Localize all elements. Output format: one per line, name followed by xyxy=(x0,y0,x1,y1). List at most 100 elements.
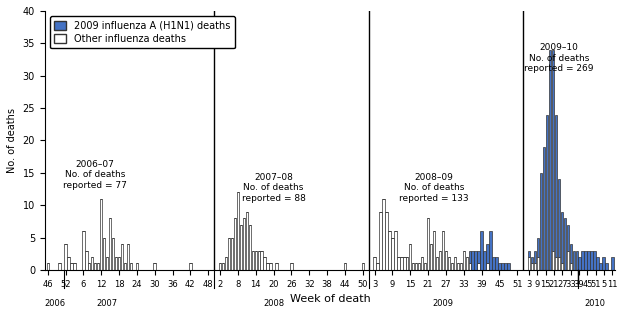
Bar xyxy=(85,250,88,270)
Bar xyxy=(228,238,230,270)
Bar xyxy=(528,257,531,270)
Bar xyxy=(448,257,450,270)
Bar xyxy=(534,250,536,264)
Bar xyxy=(442,231,444,270)
Bar xyxy=(266,264,269,270)
Bar xyxy=(379,212,382,270)
Bar xyxy=(112,238,114,270)
Bar xyxy=(569,264,572,270)
Bar xyxy=(68,257,69,270)
Text: 2007: 2007 xyxy=(97,299,118,308)
Bar xyxy=(261,250,263,270)
Bar xyxy=(246,212,248,270)
Bar xyxy=(588,250,590,270)
Bar xyxy=(445,250,447,270)
Bar xyxy=(436,257,438,270)
Bar xyxy=(534,264,536,270)
Bar xyxy=(121,244,123,270)
Bar xyxy=(430,244,432,270)
Bar xyxy=(406,257,409,270)
Bar xyxy=(344,264,346,270)
Bar xyxy=(237,192,239,270)
Bar xyxy=(376,264,379,270)
Bar xyxy=(561,264,563,270)
Text: 2010: 2010 xyxy=(584,299,605,308)
Bar xyxy=(94,264,96,270)
Bar xyxy=(373,257,376,270)
Bar xyxy=(258,250,260,270)
Text: 2007–08
No. of deaths
reported = 88: 2007–08 No. of deaths reported = 88 xyxy=(242,173,306,203)
Bar xyxy=(564,218,566,270)
Bar xyxy=(97,264,99,270)
Bar xyxy=(579,257,581,270)
Bar xyxy=(531,257,533,264)
Bar xyxy=(498,264,501,270)
Bar xyxy=(531,264,533,270)
Bar xyxy=(605,264,608,270)
Bar xyxy=(549,50,551,270)
Text: 2006–07
No. of deaths
reported = 77: 2006–07 No. of deaths reported = 77 xyxy=(63,160,127,190)
Bar xyxy=(454,257,456,270)
Bar xyxy=(70,264,72,270)
Bar xyxy=(558,257,560,270)
Bar xyxy=(82,231,84,270)
Bar xyxy=(576,250,578,270)
Bar xyxy=(528,250,531,257)
Bar xyxy=(599,264,602,270)
Bar xyxy=(252,250,254,270)
Bar xyxy=(439,250,441,270)
Bar xyxy=(552,50,554,250)
Bar xyxy=(64,244,67,270)
Bar xyxy=(400,257,402,270)
Bar xyxy=(611,257,614,270)
Bar xyxy=(581,250,584,270)
Bar xyxy=(469,250,471,264)
Bar xyxy=(555,257,557,270)
X-axis label: Week of death: Week of death xyxy=(289,294,371,304)
Bar xyxy=(100,199,102,270)
Bar xyxy=(231,238,233,270)
Bar xyxy=(552,250,554,270)
Bar xyxy=(424,264,426,270)
Bar xyxy=(388,231,391,270)
Bar xyxy=(127,244,129,270)
Bar xyxy=(507,264,509,270)
Bar xyxy=(478,264,480,270)
Bar xyxy=(115,257,118,270)
Bar xyxy=(466,257,468,270)
Y-axis label: No. of deaths: No. of deaths xyxy=(7,108,17,173)
Bar xyxy=(451,264,453,270)
Bar xyxy=(427,218,429,270)
Bar xyxy=(421,257,423,270)
Bar xyxy=(189,264,191,270)
Bar xyxy=(546,115,548,270)
Bar xyxy=(471,250,474,270)
Bar xyxy=(486,244,489,264)
Bar xyxy=(481,231,482,270)
Bar xyxy=(555,115,557,257)
Bar xyxy=(264,257,266,270)
Bar xyxy=(46,264,49,270)
Bar xyxy=(567,225,569,250)
Bar xyxy=(474,250,477,270)
Bar xyxy=(492,257,494,270)
Bar xyxy=(242,218,245,270)
Bar xyxy=(495,257,498,270)
Bar xyxy=(462,250,465,270)
Bar xyxy=(593,250,596,270)
Bar xyxy=(290,264,292,270)
Bar xyxy=(584,250,587,270)
Bar xyxy=(501,264,504,270)
Text: 2009–10
No. of deaths
reported = 269: 2009–10 No. of deaths reported = 269 xyxy=(524,43,594,73)
Bar xyxy=(124,264,126,270)
Bar xyxy=(412,264,414,270)
Bar xyxy=(469,264,471,270)
Bar xyxy=(136,264,138,270)
Bar xyxy=(234,218,236,270)
Bar xyxy=(109,218,111,270)
Bar xyxy=(433,231,435,270)
Bar xyxy=(118,257,120,270)
Bar xyxy=(239,225,242,270)
Text: 2008: 2008 xyxy=(263,299,284,308)
Bar xyxy=(415,264,418,270)
